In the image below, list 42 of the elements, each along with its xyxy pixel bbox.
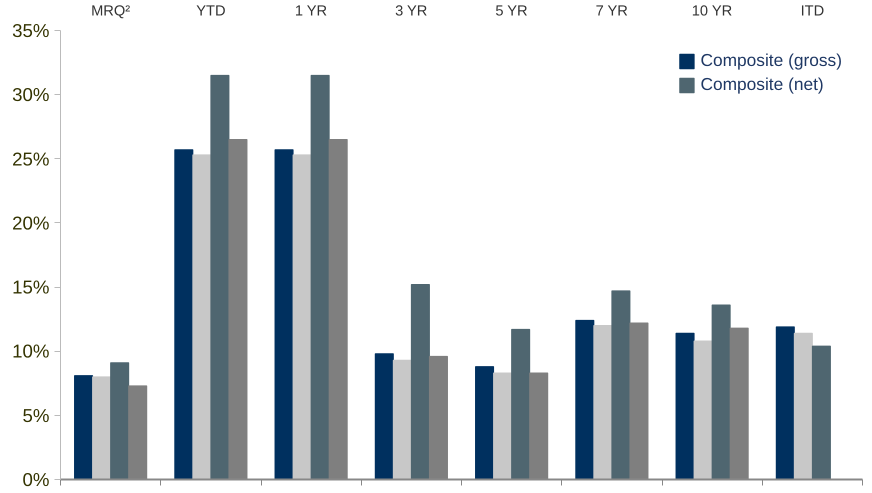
- y-tick-label: 20%: [12, 212, 50, 234]
- bar: [374, 353, 394, 480]
- legend-label: Composite (gross): [700, 50, 842, 71]
- bar: [812, 346, 831, 480]
- bar: [174, 149, 194, 480]
- x-tick-label: 1 YR: [294, 4, 328, 20]
- y-tick-label: 35%: [12, 20, 50, 41]
- y-tick-label: 30%: [12, 84, 50, 106]
- x-tick-label: 5 YR: [495, 4, 528, 20]
- bar: [511, 328, 530, 480]
- bar: [310, 74, 330, 480]
- x-tick-label: 3 YR: [395, 4, 428, 20]
- bar: [776, 326, 795, 480]
- x-tick-label: 10 YR: [692, 4, 732, 20]
- legend-label: Composite (net): [700, 74, 824, 95]
- bar: [192, 154, 212, 480]
- bar: [210, 74, 230, 480]
- y-tick-label: 0%: [22, 469, 50, 490]
- bar: [475, 366, 494, 480]
- bar: [712, 304, 731, 480]
- y-tick-label: 10%: [12, 340, 50, 362]
- bar: [74, 375, 94, 480]
- x-tick-label: YTD: [196, 4, 226, 20]
- x-tick-label: 7 YR: [596, 4, 628, 20]
- x-tick-label: MRQ²: [91, 4, 130, 20]
- bar: [694, 340, 713, 480]
- bar: [392, 360, 412, 480]
- bar: [110, 362, 130, 480]
- bar: [274, 149, 294, 480]
- y-tick-label: 5%: [22, 404, 50, 426]
- bar: [292, 154, 312, 480]
- bar: [92, 376, 112, 480]
- y-tick-label: 25%: [12, 148, 50, 170]
- bar: [676, 332, 695, 480]
- bar: [611, 290, 630, 480]
- y-tick-label: 15%: [12, 276, 50, 298]
- bar: [575, 320, 594, 480]
- bar: [593, 325, 612, 480]
- bar: [410, 284, 430, 480]
- bar: [794, 332, 813, 480]
- x-tick-label: ITD: [800, 4, 824, 20]
- bar: [493, 372, 512, 480]
